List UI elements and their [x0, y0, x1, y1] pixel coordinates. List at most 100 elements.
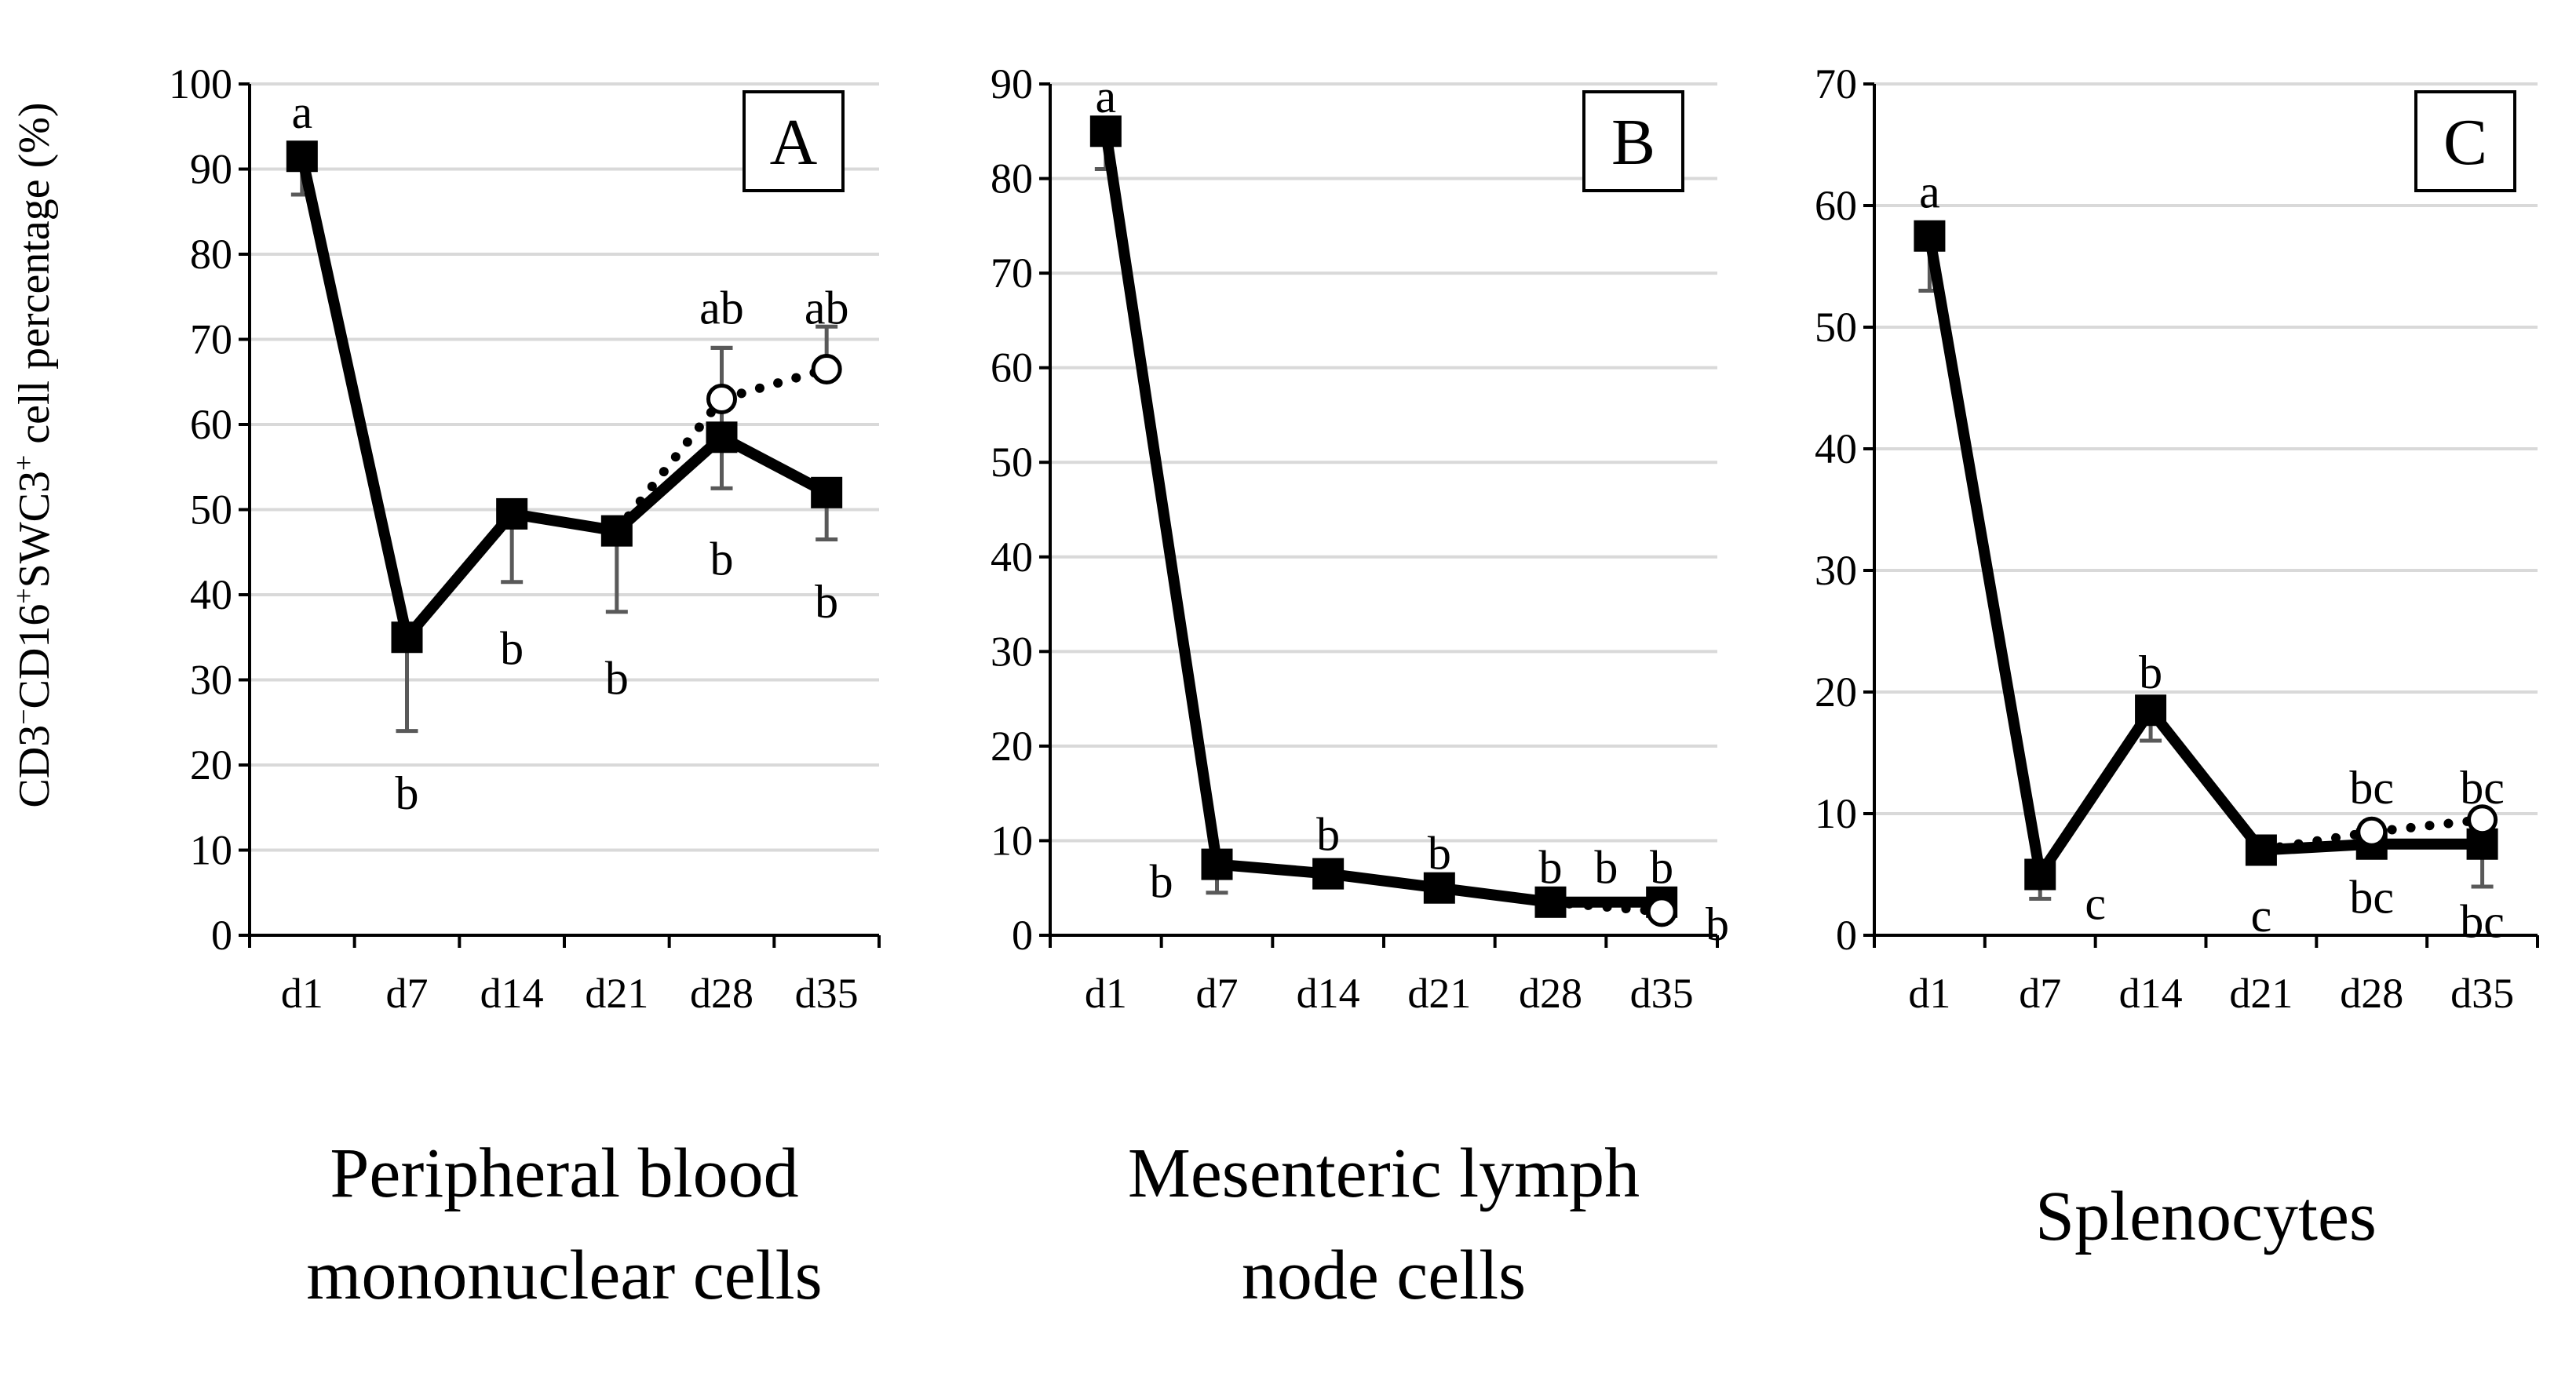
data-point-square — [1312, 858, 1345, 890]
y-tick-label: 60 — [1815, 182, 1857, 229]
data-point-square — [2024, 858, 2056, 891]
significance-label: a — [1919, 166, 1940, 218]
y-tick-label: 0 — [1012, 912, 1033, 959]
y-tick-label: 80 — [991, 155, 1033, 202]
y-tick-label: 30 — [991, 628, 1033, 675]
significance-label: b — [500, 623, 524, 675]
x-tick-label: d28 — [690, 970, 753, 1017]
significance-label: bc — [2460, 762, 2505, 814]
data-point-square — [1089, 115, 1122, 148]
significance-label: b — [1428, 828, 1451, 880]
y-tick-label: 10 — [991, 817, 1033, 864]
y-tick-label: 10 — [1815, 790, 1857, 837]
data-point-square — [391, 621, 423, 654]
x-tick-label: d1 — [1085, 970, 1127, 1017]
x-tick-label: d21 — [585, 970, 648, 1017]
data-point-circle — [2356, 816, 2388, 847]
y-tick-label: 90 — [991, 60, 1033, 107]
x-tick-label: d1 — [281, 970, 323, 1017]
y-tick-label: 50 — [190, 486, 232, 534]
significance-label: b — [710, 534, 734, 585]
significance-label: bc — [2349, 872, 2394, 923]
data-point-square — [496, 497, 528, 530]
panel-label: A — [770, 106, 818, 179]
y-tick-label: 30 — [1815, 547, 1857, 594]
y-tick-label: 60 — [991, 344, 1033, 392]
significance-label: a — [292, 86, 313, 138]
panel-label: B — [1611, 106, 1655, 179]
data-point-circle — [706, 383, 737, 414]
y-axis-label: CD3−CD16+SWC3+ cell percentage (%) — [8, 102, 59, 807]
significance-label: ab — [805, 282, 849, 334]
panel-title: Peripheral blood — [330, 1135, 798, 1212]
panel-label-box — [743, 90, 845, 192]
significance-label: a — [1096, 71, 1117, 122]
panel-label-box — [1582, 90, 1684, 192]
y-tick-label: 80 — [190, 231, 232, 278]
data-point-square — [1201, 848, 1233, 880]
data-point-square — [706, 421, 738, 454]
panel-title: node cells — [1242, 1237, 1526, 1314]
significance-label: b — [1650, 842, 1673, 894]
panel-label: C — [2443, 106, 2487, 179]
series-line-solid — [296, 155, 830, 643]
x-tick-label: d14 — [2119, 970, 2183, 1017]
y-tick-label: 90 — [190, 146, 232, 193]
panel-title: Splenocytes — [2035, 1178, 2377, 1255]
significance-label: ab — [699, 282, 744, 334]
y-tick-label: 20 — [190, 741, 232, 789]
x-tick-label: d28 — [2340, 970, 2403, 1017]
y-tick-label: 70 — [190, 316, 232, 363]
y-tick-label: 40 — [190, 571, 232, 618]
data-point-circle — [2467, 804, 2498, 836]
y-tick-label: 60 — [190, 401, 232, 448]
data-point-square — [2135, 694, 2167, 727]
x-tick-label: d21 — [2229, 970, 2293, 1017]
data-point-circle — [1646, 896, 1677, 927]
data-point-circle — [811, 353, 842, 384]
series-line-dotted — [1545, 897, 1667, 916]
panel-title: Mesenteric lymph — [1128, 1135, 1640, 1212]
y-tick-label: 70 — [1815, 60, 1857, 107]
significance-label: b — [1150, 856, 1173, 908]
panel-label-box — [2414, 90, 2516, 192]
panel-c: 0 10 20 30 40 50 60 70 d1 d7 d14 d21 d28 d35 a c bc bc bc b… — [1815, 60, 2539, 1255]
significance-label: bc — [2460, 896, 2505, 948]
significance-label: b — [815, 576, 838, 628]
x-tick-label: d21 — [1407, 970, 1471, 1017]
significance-label: b — [1594, 842, 1618, 894]
series-line-solid — [1924, 235, 2483, 880]
data-point-square — [1423, 872, 1455, 904]
series-line-solid — [1100, 130, 1662, 908]
data-point-square — [1914, 220, 1946, 252]
y-tick-label: 0 — [1836, 912, 1857, 959]
x-tick-label: d14 — [1297, 970, 1360, 1017]
x-tick-label: d7 — [2019, 970, 2061, 1017]
y-tick-label: 20 — [1815, 668, 1857, 716]
data-point-square — [811, 476, 843, 508]
y-tick-label: 50 — [1815, 304, 1857, 351]
significance-label: b — [605, 653, 629, 705]
y-tick-label: 40 — [1815, 425, 1857, 472]
significance-label: b — [1539, 842, 1563, 894]
x-tick-label: d7 — [1196, 970, 1239, 1017]
x-tick-label: d35 — [2450, 970, 2514, 1017]
y-tick-label: 40 — [991, 534, 1033, 581]
significance-label: b — [1706, 898, 1729, 950]
significance-label: b — [396, 767, 419, 819]
y-tick-label: 20 — [991, 723, 1033, 770]
significance-label: bc — [2349, 762, 2394, 814]
x-tick-label: d1 — [1908, 970, 1950, 1017]
x-tick-label: d14 — [480, 970, 544, 1017]
panel-title: mononuclear cells — [306, 1237, 822, 1314]
y-tick-label: 30 — [190, 657, 232, 704]
x-tick-label: d35 — [1630, 970, 1694, 1017]
significance-label: b — [2139, 647, 2162, 698]
y-tick-label: 100 — [169, 60, 232, 107]
x-tick-label: d35 — [795, 970, 859, 1017]
data-point-square — [286, 140, 318, 173]
significance-label: c — [2251, 890, 2272, 942]
